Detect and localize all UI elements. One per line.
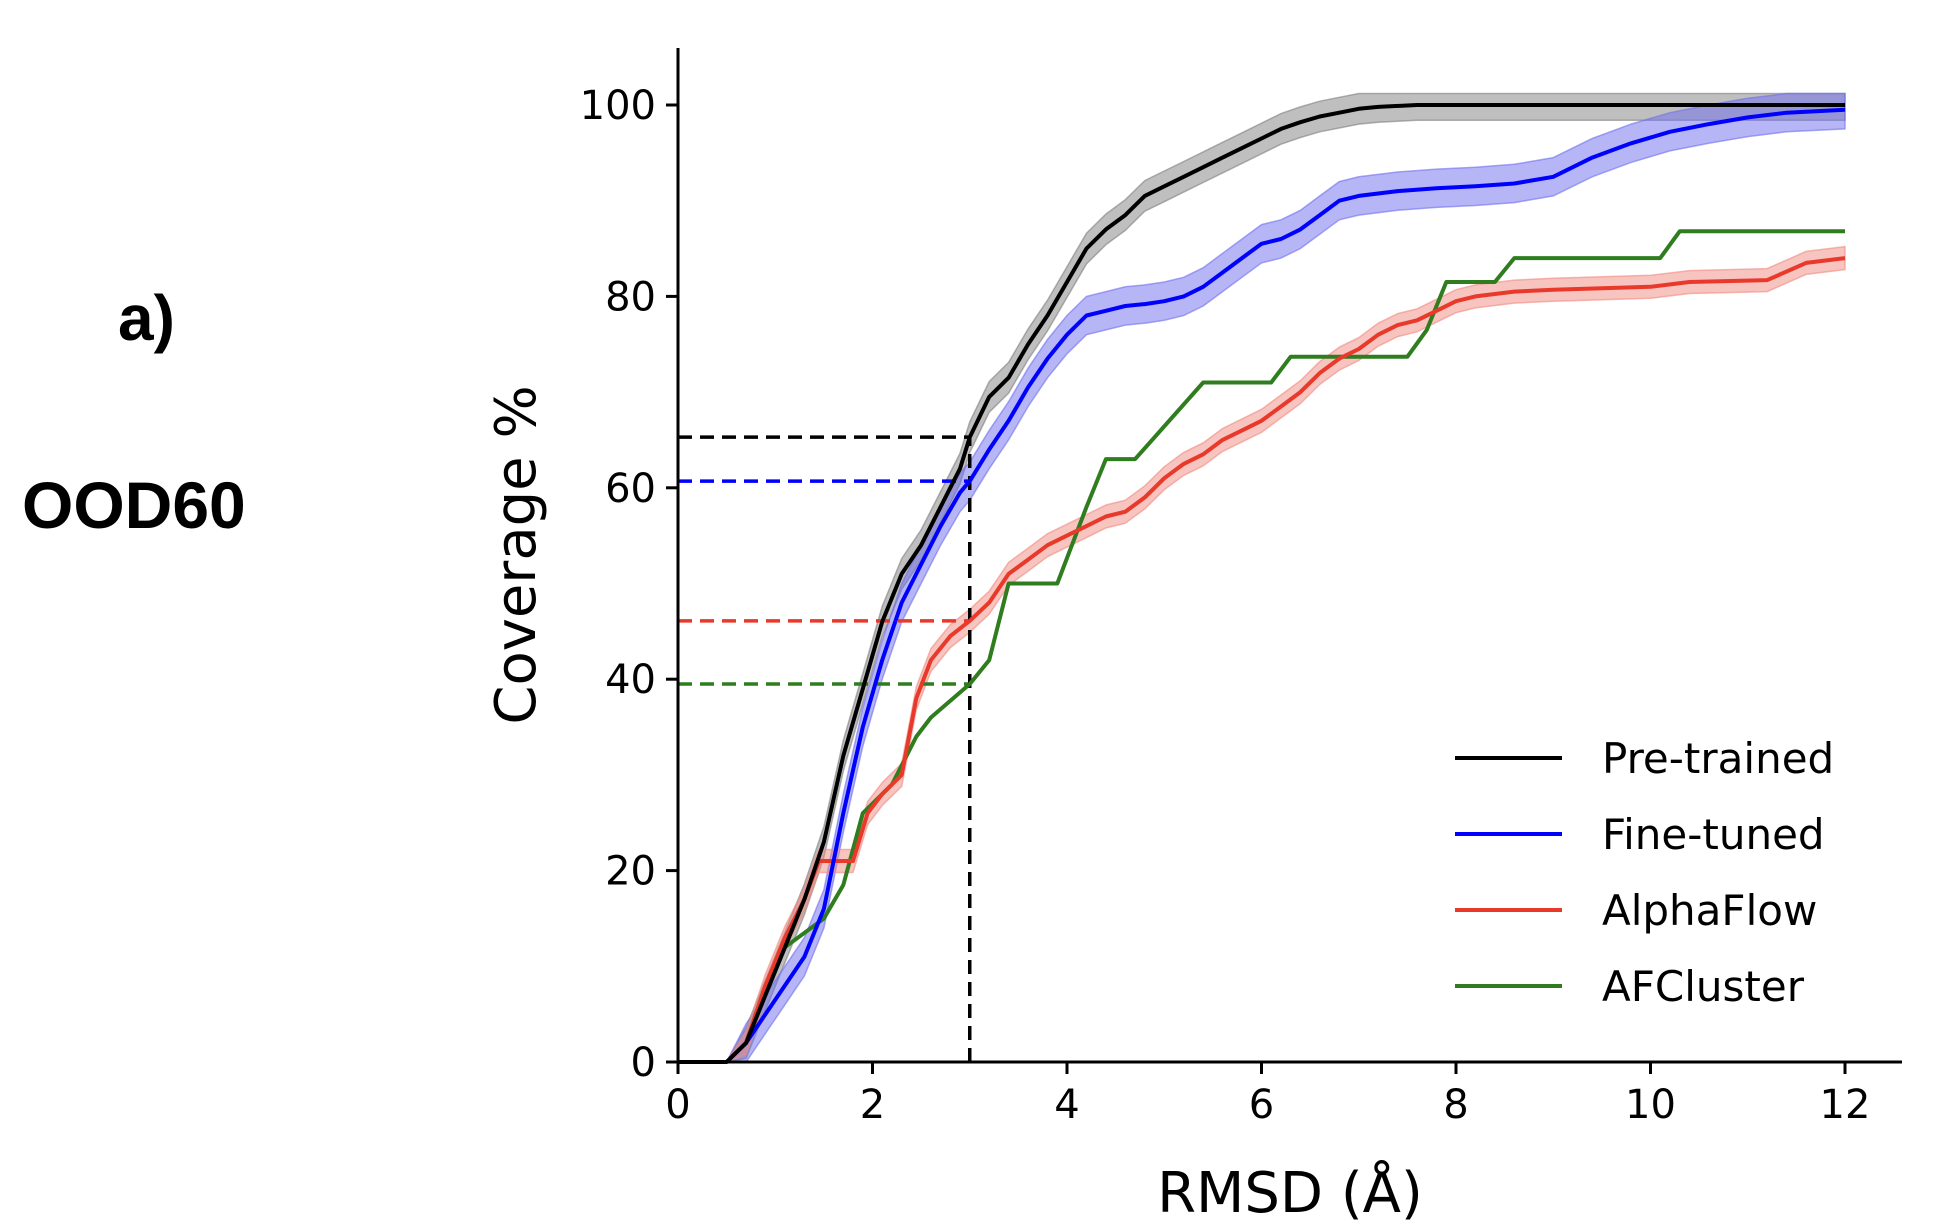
- legend-label-pre-trained: Pre-trained: [1602, 734, 1834, 783]
- legend-label-fine-tuned: Fine-tuned: [1602, 810, 1825, 859]
- x-tick-label: 4: [1054, 1082, 1079, 1128]
- panel-letter: a): [118, 282, 175, 354]
- series-line-alphaflow: [678, 256, 1846, 1064]
- y-tick-label: 0: [631, 1040, 656, 1086]
- x-tick-label: 12: [1820, 1082, 1871, 1128]
- x-tick-label: 8: [1443, 1082, 1468, 1128]
- x-tick-label: 6: [1249, 1082, 1274, 1128]
- dataset-label: OOD60: [22, 468, 246, 542]
- series-lines: [678, 103, 1846, 1064]
- y-axis-ticks: 0 20 40 60 80 100: [580, 83, 678, 1086]
- legend-label-alphaflow: AlphaFlow: [1602, 886, 1817, 935]
- y-tick-label: 40: [605, 657, 656, 703]
- x-axis-ticks: 0 2 4 6 8 10 12: [665, 1062, 1870, 1128]
- y-tick-label: 100: [580, 83, 656, 129]
- x-tick-label: 10: [1625, 1082, 1676, 1128]
- series-line-fine-tuned: [678, 107, 1846, 1064]
- x-tick-label: 2: [860, 1082, 885, 1128]
- legend: Pre-trained Fine-tuned AlphaFlow AFCluster: [1455, 734, 1834, 1011]
- x-tick-label: 0: [665, 1082, 690, 1128]
- series-line-pre-trained: [678, 103, 1845, 1064]
- series-line-afcluster: [678, 229, 1845, 1064]
- x-axis-title: RMSD (Å): [1157, 1160, 1423, 1226]
- band-alphaflow: [678, 245, 1846, 1063]
- y-tick-label: 20: [605, 849, 656, 895]
- y-tick-label: 80: [605, 274, 656, 320]
- legend-label-afcluster: AFCluster: [1602, 962, 1805, 1011]
- y-axis-title: Coverage %: [484, 385, 549, 724]
- y-tick-label: 60: [605, 466, 656, 512]
